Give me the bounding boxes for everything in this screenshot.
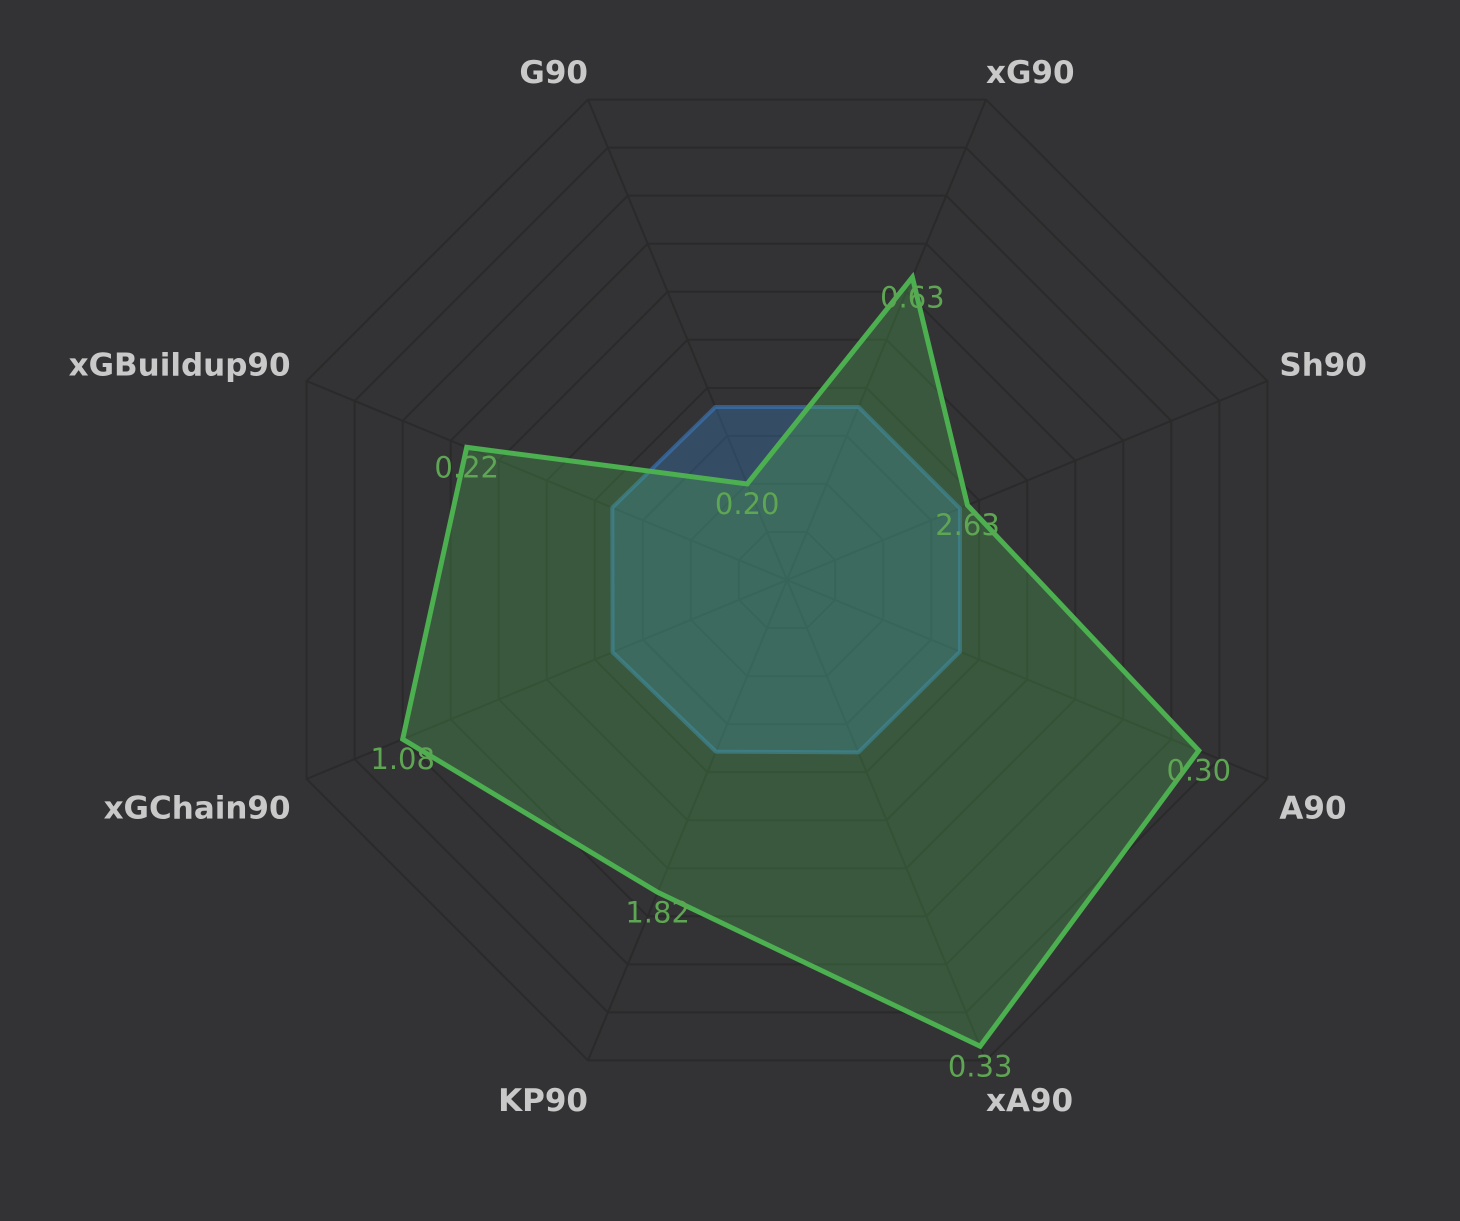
axis-label: xA90: [986, 1083, 1073, 1119]
spoke: [786, 579, 1268, 780]
value-label: 0.20: [715, 487, 780, 521]
value-label: 0.63: [880, 280, 945, 314]
value-label: 2.63: [935, 508, 1000, 542]
axis-label: G90: [519, 55, 588, 91]
axis-label: xG90: [986, 55, 1075, 91]
series-area: [610, 405, 962, 755]
spoke: [786, 380, 1268, 581]
value-label: 1.08: [370, 742, 435, 776]
spoke: [306, 579, 788, 780]
value-label: 1.82: [625, 895, 690, 929]
value-label: 0.22: [434, 450, 499, 484]
plot: [399, 271, 1203, 1050]
spoke: [306, 380, 788, 581]
spoke: [786, 99, 987, 581]
labels: G90 xG90 Sh90 A90 xA90 KP90 xGChain90 xGBuildup…: [69, 55, 1367, 1119]
spoke: [587, 99, 788, 581]
spoke: [786, 579, 987, 1061]
axis-label: KP90: [498, 1083, 588, 1119]
axis-label: A90: [1279, 790, 1346, 826]
value-label: 0.33: [948, 1049, 1013, 1083]
axis-label: Sh90: [1279, 348, 1367, 384]
grid: [305, 98, 1269, 1062]
axis-label: xGChain90: [104, 790, 291, 826]
axis-label: xGBuildup90: [69, 348, 291, 384]
series-area: [399, 271, 1203, 1050]
value-label: 0.30: [1166, 754, 1231, 788]
spoke: [587, 579, 788, 1061]
